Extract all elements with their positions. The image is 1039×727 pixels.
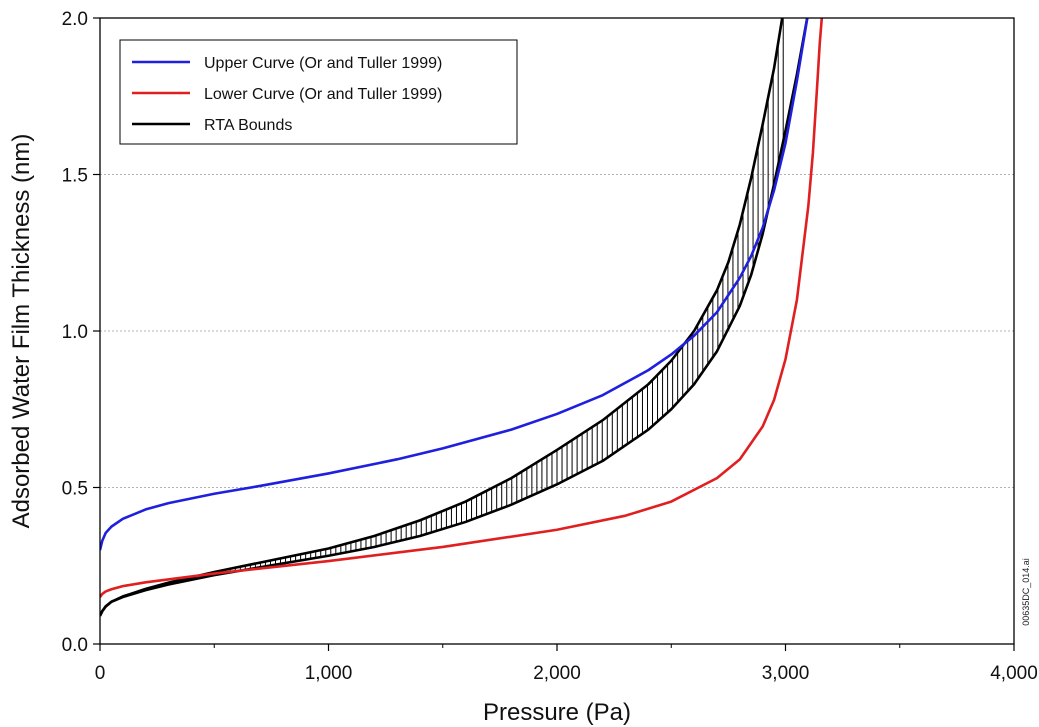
figure-id-note: 00635DC_014.ai	[1021, 558, 1031, 626]
y-tick-label: 2.0	[62, 9, 88, 30]
x-axis-title: Pressure (Pa)	[483, 699, 631, 726]
y-tick-label: 1.5	[62, 166, 88, 187]
rta-bound-inner-line	[100, 18, 784, 617]
y-tick-label: 1.0	[62, 322, 88, 343]
data-layer	[100, 18, 824, 617]
y-tick-label: 0.0	[62, 635, 88, 656]
y-axis-title: Adsorbed Water Film Thickness (nm)	[8, 134, 35, 529]
x-tick-label: 2,000	[533, 663, 581, 684]
x-tick-label: 1,000	[305, 663, 353, 684]
axes: 0 1,000 2,000 3,000 4,000 0.0 0.5 1.0 1.5 2.0	[62, 9, 1038, 684]
x-tick-label: 0	[95, 663, 106, 684]
legend-label: RTA Bounds	[204, 117, 292, 134]
legend-label: Lower Curve (Or and Tuller 1999)	[204, 86, 442, 103]
y-tick-label: 0.5	[62, 479, 88, 500]
upper-curve-line	[100, 18, 809, 551]
lower-curve-line	[100, 18, 824, 598]
x-tick-label: 4,000	[990, 663, 1038, 684]
legend-label: Upper Curve (Or and Tuller 1999)	[204, 55, 442, 72]
legend: Upper Curve (Or and Tuller 1999) Lower Cu…	[119, 39, 518, 145]
x-tick-label: 3,000	[762, 663, 810, 684]
